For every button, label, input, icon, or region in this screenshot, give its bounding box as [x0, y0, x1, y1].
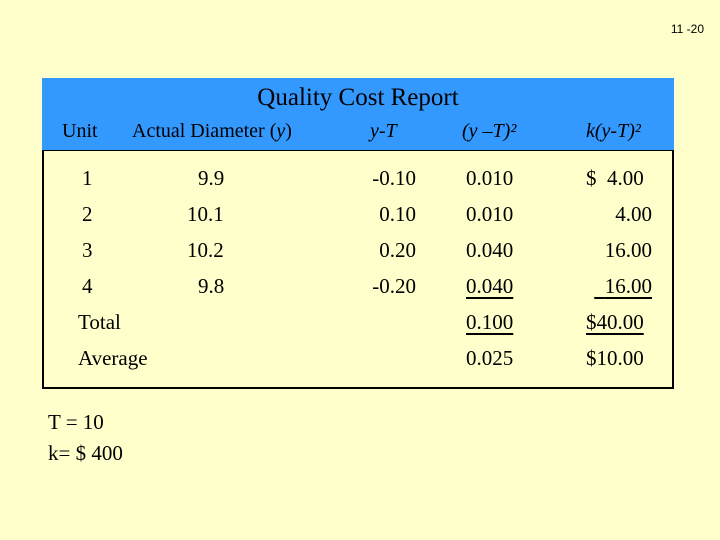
total-label: Total — [78, 310, 121, 334]
row-2-deviation-squared: 0.010 — [466, 202, 514, 226]
k-note: k= $ 400 — [48, 441, 123, 465]
report-header: Quality Cost Report Unit Actual Diameter… — [42, 78, 674, 150]
row-3-unit: 3 — [82, 238, 93, 262]
row-1-cost: $ 4.00 — [586, 166, 644, 190]
row-4-deviation: -0.20 — [372, 274, 416, 298]
row-1-diameter: 9.9 — [198, 166, 225, 190]
row-3-deviation: 0.20 — [379, 238, 416, 262]
row-2-deviation: 0.10 — [379, 202, 416, 226]
col-header-deviation-squared: (y –T)² — [462, 120, 517, 142]
row-4-deviation-squared: 0.040 — [466, 274, 514, 298]
row-3-diameter: 10.2 — [187, 238, 224, 262]
slide-number: 11 -20 — [670, 22, 704, 36]
row-3-cost: 16.00 — [604, 238, 652, 262]
row-4-cost: 16.00 — [604, 274, 652, 298]
target-note: T = 10 — [48, 410, 104, 434]
total-deviation-squared: 0.100 — [466, 310, 514, 334]
row-1-deviation: -0.10 — [372, 166, 416, 190]
row-2-unit: 2 — [82, 202, 93, 226]
row-1-unit: 1 — [82, 166, 93, 190]
row-3-deviation-squared: 0.040 — [466, 238, 514, 262]
average-label: Average — [78, 346, 148, 370]
col-header-deviation: y-T — [370, 120, 397, 142]
col-header-diameter: Actual Diameter (y) — [132, 120, 292, 142]
row-4-unit: 4 — [82, 274, 93, 298]
report-title: Quality Cost Report — [257, 84, 459, 111]
col-header-unit: Unit — [62, 120, 98, 142]
row-4-diameter: 9.8 — [198, 274, 225, 298]
col-header-quality-cost: k(y-T)² — [586, 120, 641, 142]
report-table: 1 9.9 -0.10 0.010 $ 4.00 2 10.1 0.10 0.0… — [42, 150, 674, 389]
average-cost: $10.00 — [586, 346, 644, 370]
total-cost: $40.00 — [586, 310, 644, 334]
row-1-deviation-squared: 0.010 — [466, 166, 514, 190]
average-deviation-squared: 0.025 — [466, 346, 514, 370]
row-2-diameter: 10.1 — [187, 202, 224, 226]
row-2-cost: 4.00 — [615, 202, 652, 226]
